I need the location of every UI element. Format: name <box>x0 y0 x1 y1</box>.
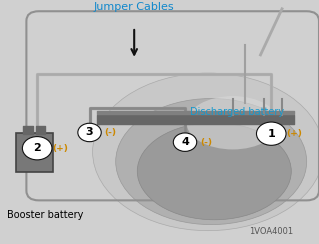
Text: Discharged battery: Discharged battery <box>190 107 285 117</box>
Text: (+): (+) <box>53 144 69 153</box>
FancyBboxPatch shape <box>11 1 319 244</box>
Ellipse shape <box>137 123 291 220</box>
Text: 4: 4 <box>181 137 189 147</box>
Text: (-): (-) <box>104 128 116 137</box>
Circle shape <box>22 137 52 160</box>
Text: 1: 1 <box>267 129 275 139</box>
Ellipse shape <box>116 99 307 225</box>
Text: (-): (-) <box>200 138 212 147</box>
FancyBboxPatch shape <box>16 133 54 172</box>
Text: 2: 2 <box>33 143 41 153</box>
Text: Jumper Cables: Jumper Cables <box>94 2 174 12</box>
Text: 1VOA4001: 1VOA4001 <box>249 226 293 235</box>
Text: Booster battery: Booster battery <box>7 210 83 220</box>
Circle shape <box>78 123 101 142</box>
Circle shape <box>256 122 286 145</box>
Text: (+): (+) <box>287 129 302 138</box>
Ellipse shape <box>93 73 319 231</box>
Text: 3: 3 <box>86 127 93 137</box>
Circle shape <box>173 133 197 151</box>
Ellipse shape <box>187 96 279 149</box>
